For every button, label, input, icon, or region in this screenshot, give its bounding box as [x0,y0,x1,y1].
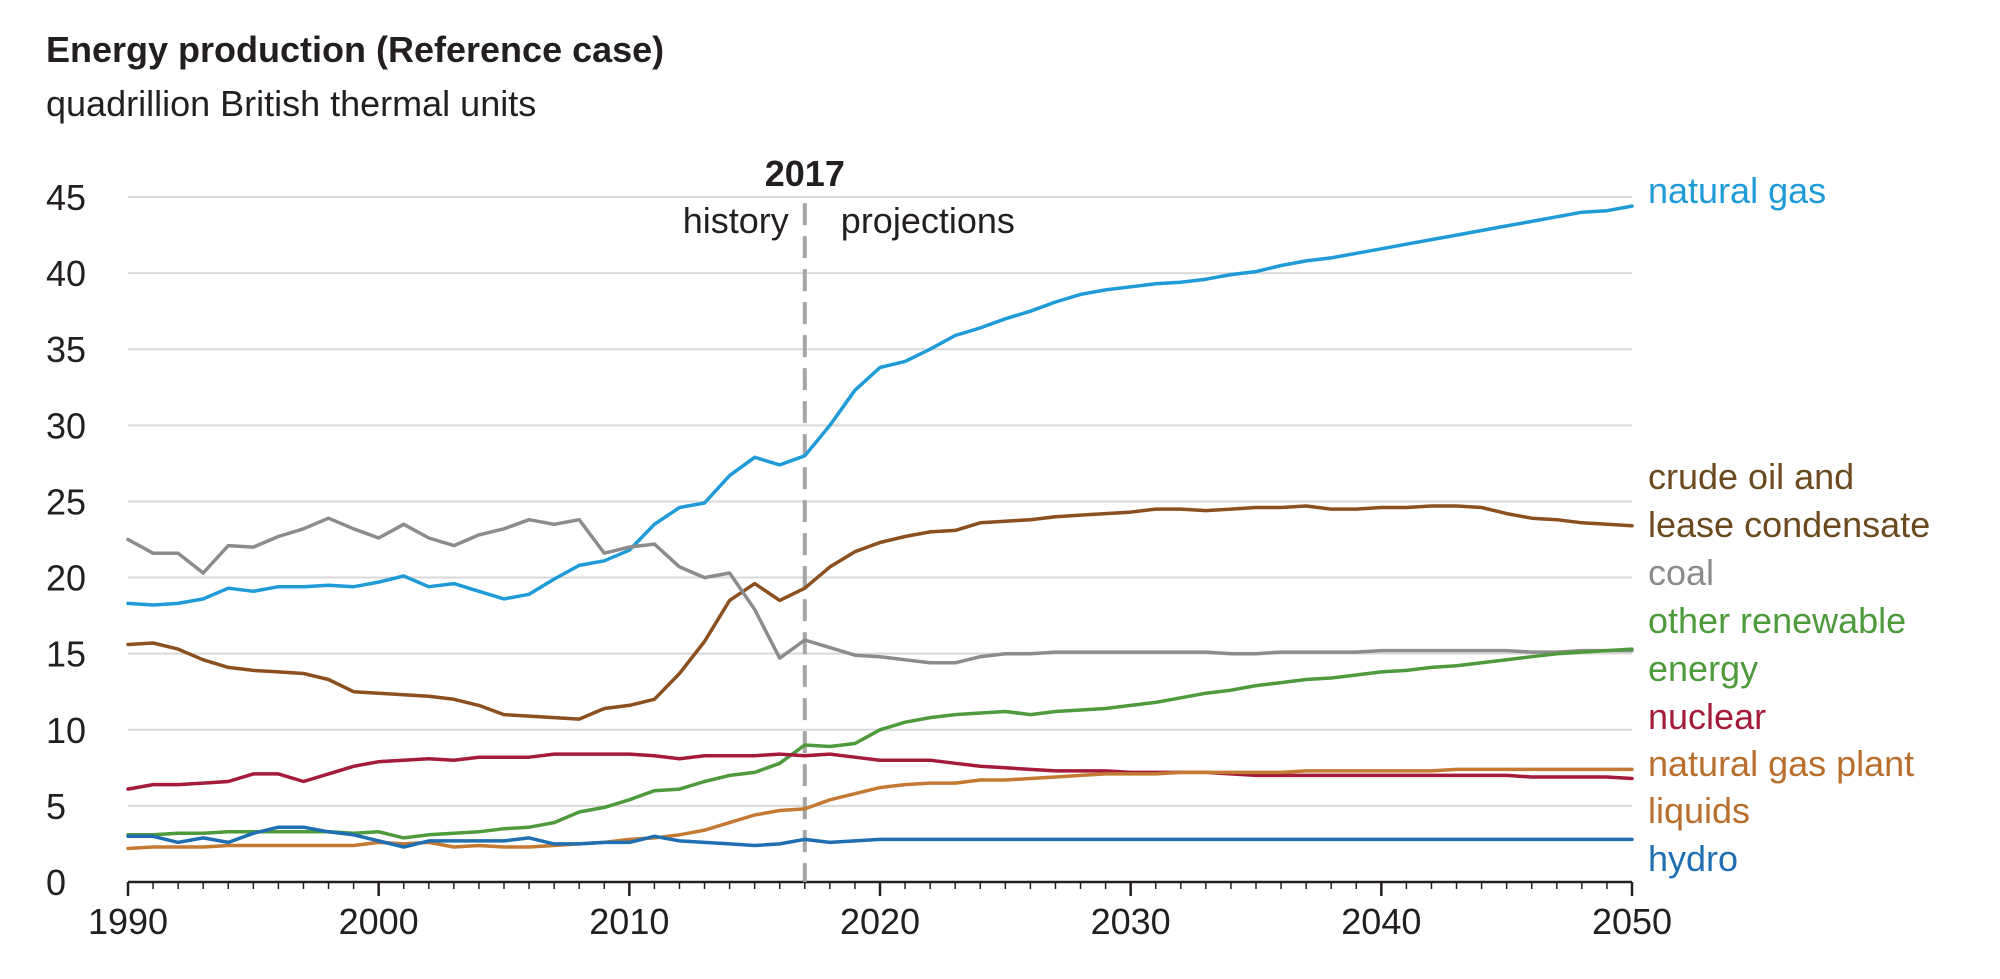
series-lines [126,204,1634,851]
series-label-1-line-0: crude oil and [1648,456,1854,497]
history-projection-divider: 2017 history projections [683,153,1015,882]
series-label-4-line-0: nuclear [1648,696,1766,737]
chart-subtitle: quadrillion British thermal units [46,83,536,124]
chart-title: Energy production (Reference case) [46,29,664,70]
series-line-4 [126,752,1634,791]
y-tick-label-15: 15 [46,634,86,675]
y-tick-label-5: 5 [46,786,66,827]
x-tick-label-2020: 2020 [840,901,920,942]
y-tick-label-45: 45 [46,177,86,218]
y-tick-label-20: 20 [46,558,86,599]
series-label-5-line-1: liquids [1648,790,1750,831]
y-tick-label-0: 0 [46,862,66,903]
y-tick-label-30: 30 [46,405,86,446]
y-axis: 0 5 10 15 20 25 30 35 40 45 [46,177,86,903]
series-label-3-line-1: energy [1648,648,1758,689]
series-label-5-line-0: natural gas plant [1648,743,1914,784]
series-line-3 [126,647,1634,840]
series-line-6 [126,825,1634,849]
y-tick-label-35: 35 [46,329,86,370]
x-tick-label-2050: 2050 [1592,901,1672,942]
history-label: history [683,200,789,241]
series-labels: natural gas crude oil and lease condensate… [1648,170,1930,879]
y-tick-label-25: 25 [46,481,86,522]
series-label-6-line-0: hydro [1648,838,1738,879]
x-axis: 1990 2000 2010 2020 2030 2040 2050 [88,880,1672,942]
x-tick-label-2010: 2010 [589,901,669,942]
series-line-0 [126,204,1634,607]
series-line-1 [126,504,1634,721]
y-tick-label-40: 40 [46,253,86,294]
divider-year-label: 2017 [765,153,845,194]
projections-label: projections [841,200,1015,241]
x-tick-label-1990: 1990 [88,901,168,942]
x-tick-label-2000: 2000 [339,901,419,942]
x-tick-label-2040: 2040 [1341,901,1421,942]
series-label-2-line-0: coal [1648,552,1714,593]
series-label-0-line-0: natural gas [1648,170,1826,211]
series-label-1-line-1: lease condensate [1648,504,1930,545]
x-tick-label-2030: 2030 [1091,901,1171,942]
gridlines [128,196,1632,807]
series-line-2 [126,516,1634,665]
series-label-3-line-0: other renewable [1648,600,1906,641]
series-line-5 [126,767,1634,851]
y-tick-label-10: 10 [46,710,86,751]
